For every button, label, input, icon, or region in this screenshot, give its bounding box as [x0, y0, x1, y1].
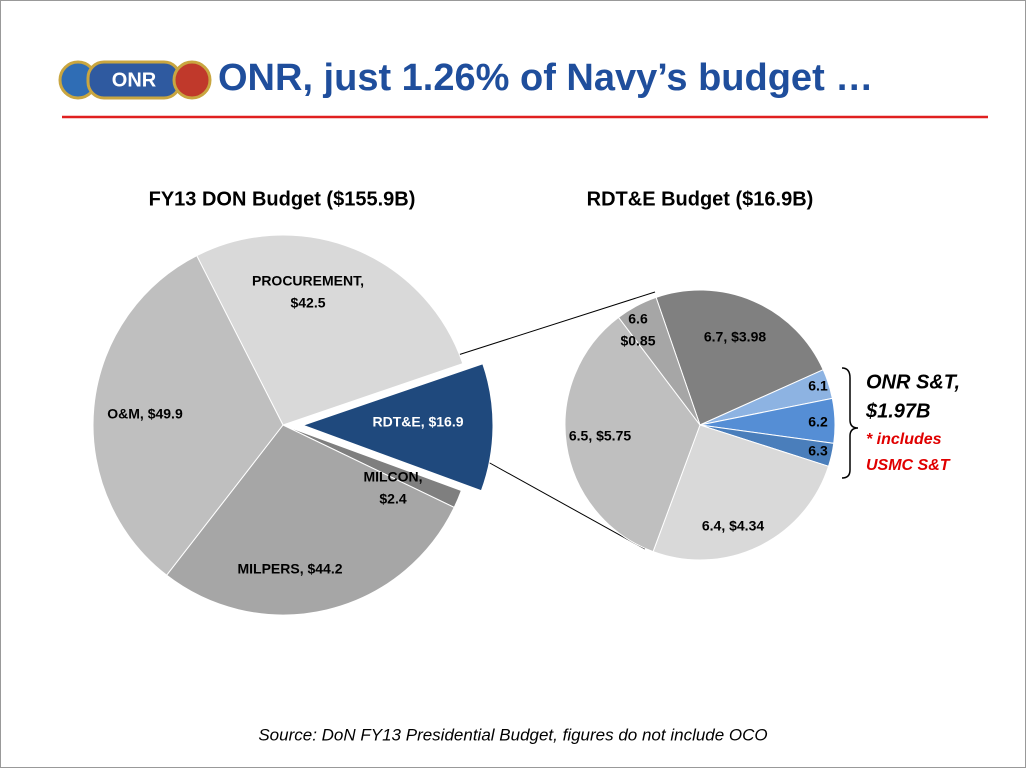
slide-title: ONR, just 1.26% of Navy’s budget … — [218, 57, 873, 99]
pies: PROCUREMENT, $42.5 RDT&E, $16.9 MILCON, $2.4… — [92, 234, 836, 616]
source-note: Source: DoN FY13 Presidential Budget, fi… — [258, 725, 767, 744]
connector — [457, 291, 656, 356]
svg-text:ONR: ONR — [112, 69, 157, 91]
annotation-note: USMC S&T — [866, 457, 951, 474]
data-label: 6.4, $4.34 — [702, 518, 764, 534]
data-label: PROCUREMENT, — [252, 273, 364, 289]
pie-slice — [564, 316, 701, 553]
bracket — [841, 367, 859, 479]
annotation-note: * includes — [866, 431, 942, 448]
connector — [487, 461, 646, 550]
annotation: ONR S&T, — [866, 371, 960, 393]
data-label: RDT&E, $16.9 — [372, 414, 463, 430]
pie-slice — [196, 234, 464, 426]
logo: ONR — [58, 60, 212, 100]
pie-slice — [301, 363, 494, 492]
data-label: 6.3 — [808, 443, 828, 459]
data-label: 6.6 — [628, 311, 648, 327]
data-label: 6.5, $5.75 — [569, 428, 631, 444]
data-label: 6.7, $3.98 — [704, 329, 766, 345]
pie-slice — [165, 424, 455, 616]
pie-slice — [655, 289, 824, 426]
chart-title: FY13 DON Budget ($155.9B) — [149, 188, 416, 210]
pie-slice — [617, 296, 701, 426]
data-label: $0.85 — [620, 333, 655, 349]
chart-title: RDT&E Budget ($16.9B) — [587, 188, 814, 210]
data-label: 6.1 — [808, 378, 828, 394]
data-label: $2.4 — [379, 491, 406, 507]
annotation: $1.97B — [865, 400, 931, 422]
data-label: $42.5 — [290, 295, 325, 311]
data-label: MILPERS, $44.2 — [237, 561, 342, 577]
pie-slice — [652, 424, 830, 561]
data-label: O&M, $49.9 — [107, 406, 183, 422]
data-label: MILCON, — [363, 469, 422, 485]
data-label: 6.2 — [808, 414, 828, 430]
pie-slice — [92, 255, 284, 576]
